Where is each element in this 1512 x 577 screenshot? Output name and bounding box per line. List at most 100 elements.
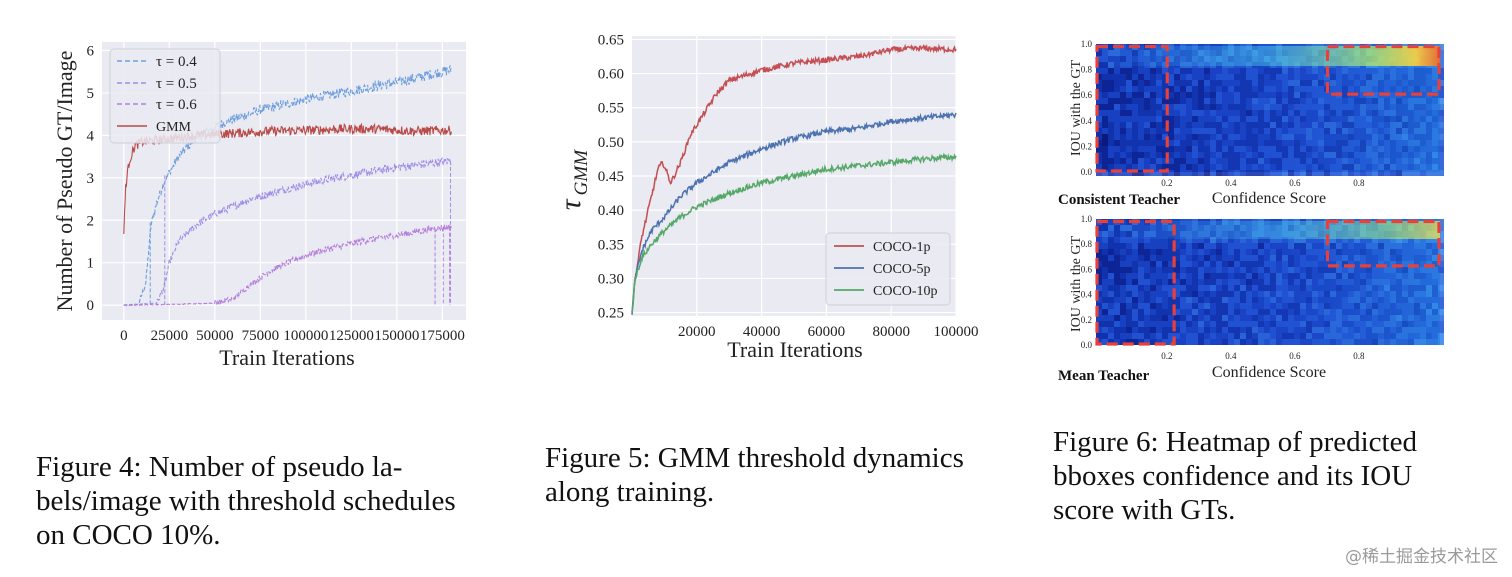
x-tick-label: 175000	[420, 328, 465, 344]
fig5-legend-label-coco10p: COCO-10p	[873, 284, 938, 299]
series-line-1	[631, 43, 957, 313]
fig4-legend-box	[109, 48, 221, 144]
heatmap-cell	[1438, 285, 1444, 291]
heatmap-cell	[1438, 104, 1444, 110]
heatmap-cell	[1438, 50, 1444, 56]
x-tick-label: 75000	[242, 328, 280, 344]
heatmap-cell	[1180, 170, 1186, 176]
heatmap-cell	[1438, 62, 1444, 68]
heatmap-cell	[1408, 170, 1414, 176]
y-tick-label: 0.50	[598, 135, 624, 151]
y-tick-label: 1	[87, 256, 95, 272]
y-tick-label: 5	[87, 86, 95, 102]
heatmap-cell	[1378, 170, 1384, 176]
heatmap-cell	[1438, 86, 1444, 92]
x-tick-label: 80000	[872, 324, 910, 340]
heatmap-y-tick: 1.0	[1081, 214, 1093, 224]
heatmap-cell	[1276, 170, 1282, 176]
heatmap-cell	[1414, 170, 1420, 176]
svg-text:τ GMM: τ GMM	[554, 149, 592, 210]
highlight-box	[1095, 44, 1169, 173]
heatmap-ct-y-label: IOU with the GT	[1069, 60, 1084, 156]
figure-6-caption: Figure 6: Heatmap of predicted bboxes co…	[1053, 425, 1473, 527]
heatmap-cell	[1204, 170, 1210, 176]
figure-5-chart: 20000 40000 60000 80000 100000 0.25 0.30 0.35 0.…	[554, 32, 979, 362]
heatmap-cell	[1324, 170, 1330, 176]
series-line-1	[123, 65, 452, 306]
heatmap-cell	[1240, 170, 1246, 176]
heatmap-mt-shade	[1096, 219, 1440, 345]
heatmap-cell	[1096, 170, 1102, 176]
fig4-legend-label-gmm: GMM	[156, 120, 192, 135]
fig5-tick-labels: 20000 40000 60000 80000 100000 0.25 0.30 0.35 0.…	[598, 32, 979, 340]
heatmap-ct-highlight-boxes	[1095, 44, 1441, 173]
y-tick-label: 0.40	[598, 203, 624, 219]
figure-6-caption-line: Figure 6: Heatmap of predicted	[1053, 426, 1417, 458]
heatmap-cell	[1354, 170, 1360, 176]
heatmap-cell	[1438, 291, 1444, 297]
x-tick-label: 20000	[678, 324, 716, 340]
x-tick-label: 40000	[743, 324, 781, 340]
heatmap-panel-mean-teacher: 0.2 0.4 0.6 0.8 0.0 0.2 0.4 0.6 0.8 1.0 IOU with …	[1058, 214, 1444, 384]
heatmap-cell	[1438, 164, 1444, 170]
highlight-box	[1325, 219, 1441, 268]
heatmap-cell	[1348, 170, 1354, 176]
heatmap-x-tick: 0.8	[1353, 178, 1365, 188]
heatmap-cell	[1282, 170, 1288, 176]
heatmap-cell	[1438, 152, 1444, 158]
figure-4-caption-line: Figure 4: Number of pseudo la-	[36, 451, 403, 483]
heatmap-cell	[1294, 170, 1300, 176]
heatmap-y-tick: 1.0	[1081, 39, 1093, 49]
fig5-legend-box	[825, 232, 951, 306]
x-tick-label: 100000	[934, 324, 979, 340]
heatmap-mt-x-label: Confidence Score	[1212, 364, 1326, 381]
figure-5-caption-line: Figure 5: GMM threshold dynamics	[545, 442, 964, 474]
heatmap-cell	[1114, 170, 1120, 176]
heatmap-cell	[1156, 170, 1162, 176]
heatmap-cell	[1438, 255, 1444, 261]
heatmap-cell	[1288, 170, 1294, 176]
heatmap-cell	[1438, 315, 1444, 321]
fig5-legend-label-coco5p: COCO-5p	[873, 262, 931, 277]
heatmap-cell	[1216, 170, 1222, 176]
heatmap-cell	[1438, 279, 1444, 285]
heatmap-x-tick: 0.8	[1353, 351, 1365, 361]
heatmap-y-tick: 0.6	[1081, 90, 1093, 100]
heatmap-cell	[1312, 170, 1318, 176]
heatmap-cell	[1360, 170, 1366, 176]
heatmap-cell	[1438, 140, 1444, 146]
heatmap-cell	[1300, 170, 1306, 176]
heatmap-cell	[1438, 158, 1444, 164]
heatmap-cell	[1174, 170, 1180, 176]
heatmap-cell	[1186, 170, 1192, 176]
figure-5-caption-line: along training.	[545, 476, 715, 508]
heatmap-cell	[1438, 116, 1444, 122]
heatmap-cell	[1168, 170, 1174, 176]
heatmap-cell	[1336, 170, 1342, 176]
heatmap-cell	[1438, 219, 1444, 225]
heatmap-x-tick: 0.4	[1225, 351, 1237, 361]
heatmap-cell	[1438, 170, 1444, 176]
heatmap-x-tick: 0.4	[1225, 178, 1237, 188]
heatmap-mt-highlight-boxes	[1095, 219, 1441, 346]
heatmap-cell	[1438, 44, 1444, 50]
heatmap-cell	[1306, 170, 1312, 176]
y-tick-label: 0	[87, 298, 95, 314]
heatmap-cell	[1318, 170, 1324, 176]
heatmap-cell	[1438, 134, 1444, 140]
y-tick-label: 0.65	[598, 32, 624, 48]
heatmap-ct-panel-title: Consistent Teacher	[1058, 192, 1180, 208]
heatmap-cell	[1132, 170, 1138, 176]
heatmap-cell	[1438, 297, 1444, 303]
x-tick-label: 50000	[196, 328, 234, 344]
heatmap-cell	[1228, 170, 1234, 176]
heatmap-cell	[1438, 261, 1444, 267]
heatmap-cell	[1192, 170, 1198, 176]
heatmap-cell	[1438, 110, 1444, 116]
figure-5-caption: Figure 5: GMM threshold dynamics along t…	[545, 441, 1015, 509]
heatmap-cell	[1258, 170, 1264, 176]
figure-4-chart: 0 25000 50000 75000 100000 125000 150000 175000…	[52, 42, 466, 370]
x-tick-label: 0	[120, 328, 128, 344]
heatmap-cell	[1438, 339, 1444, 345]
heatmap-cell	[1438, 146, 1444, 152]
